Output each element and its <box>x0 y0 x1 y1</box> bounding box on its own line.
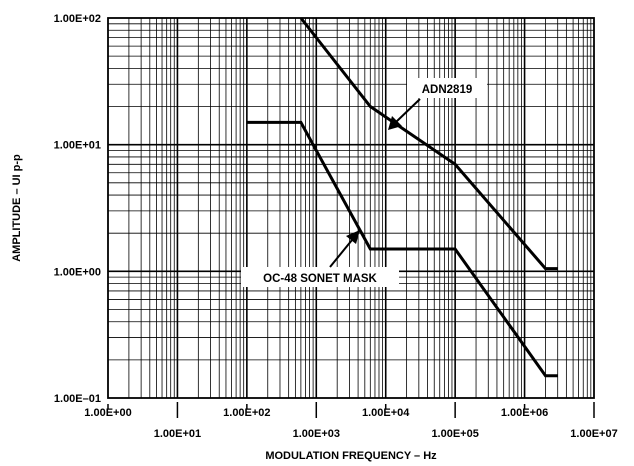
grid-lines <box>108 18 594 398</box>
annotation-sonet-mask-label: OC-48 SONET MASK <box>263 273 377 285</box>
plot-frame <box>107 17 595 399</box>
annotation-sonet-mask-box <box>241 267 399 287</box>
annotation-sonet-mask-arrow-shaft <box>329 239 353 268</box>
y-tick-label: 1.00E+00 <box>54 266 101 278</box>
series-sonet-mask-line <box>246 120 558 378</box>
series-adn2819-line <box>299 17 558 271</box>
y-tick-label: 1.00E+01 <box>54 140 101 152</box>
x-tick-label: 1.00E+03 <box>293 428 340 440</box>
annotation-sonet-mask-arrow-head <box>346 230 360 244</box>
annotation-sonet-mask: OC-48 SONET MASK <box>241 230 399 287</box>
annotation-adn2819-arrow-head <box>388 116 402 130</box>
annotation-adn2819: ADN2819 <box>388 78 487 130</box>
x-axis-label: MODULATION FREQUENCY – Hz <box>265 450 437 462</box>
x-tick-label: 1.00E+07 <box>570 428 617 440</box>
series-layer <box>246 17 558 378</box>
y-axis-label: AMPLITUDE – UI p-p <box>11 154 23 262</box>
x-tick-label: 1.00E+01 <box>154 428 201 440</box>
x-tick-label: 1.00E+06 <box>501 407 548 419</box>
annotation-adn2819-arrow-shaft <box>395 98 421 123</box>
annotation-adn2819-box <box>407 78 487 98</box>
y-tick-label: 1.00E+02 <box>54 13 101 25</box>
y-tick-label: 1.00E–01 <box>54 393 101 405</box>
x-tick-label: 1.00E+00 <box>84 407 131 419</box>
x-tick-label: 1.00E+05 <box>431 428 478 440</box>
y-tick-labels: 1.00E–01 1.00E+00 1.00E+01 1.00E+02 <box>54 13 101 405</box>
x-tick-labels: 1.00E+00 1.00E+01 1.00E+02 1.00E+03 1.00E+04… <box>84 402 618 440</box>
x-tick-label: 1.00E+04 <box>362 407 410 419</box>
annotation-adn2819-label: ADN2819 <box>422 84 473 96</box>
x-tick-label: 1.00E+02 <box>223 407 270 419</box>
